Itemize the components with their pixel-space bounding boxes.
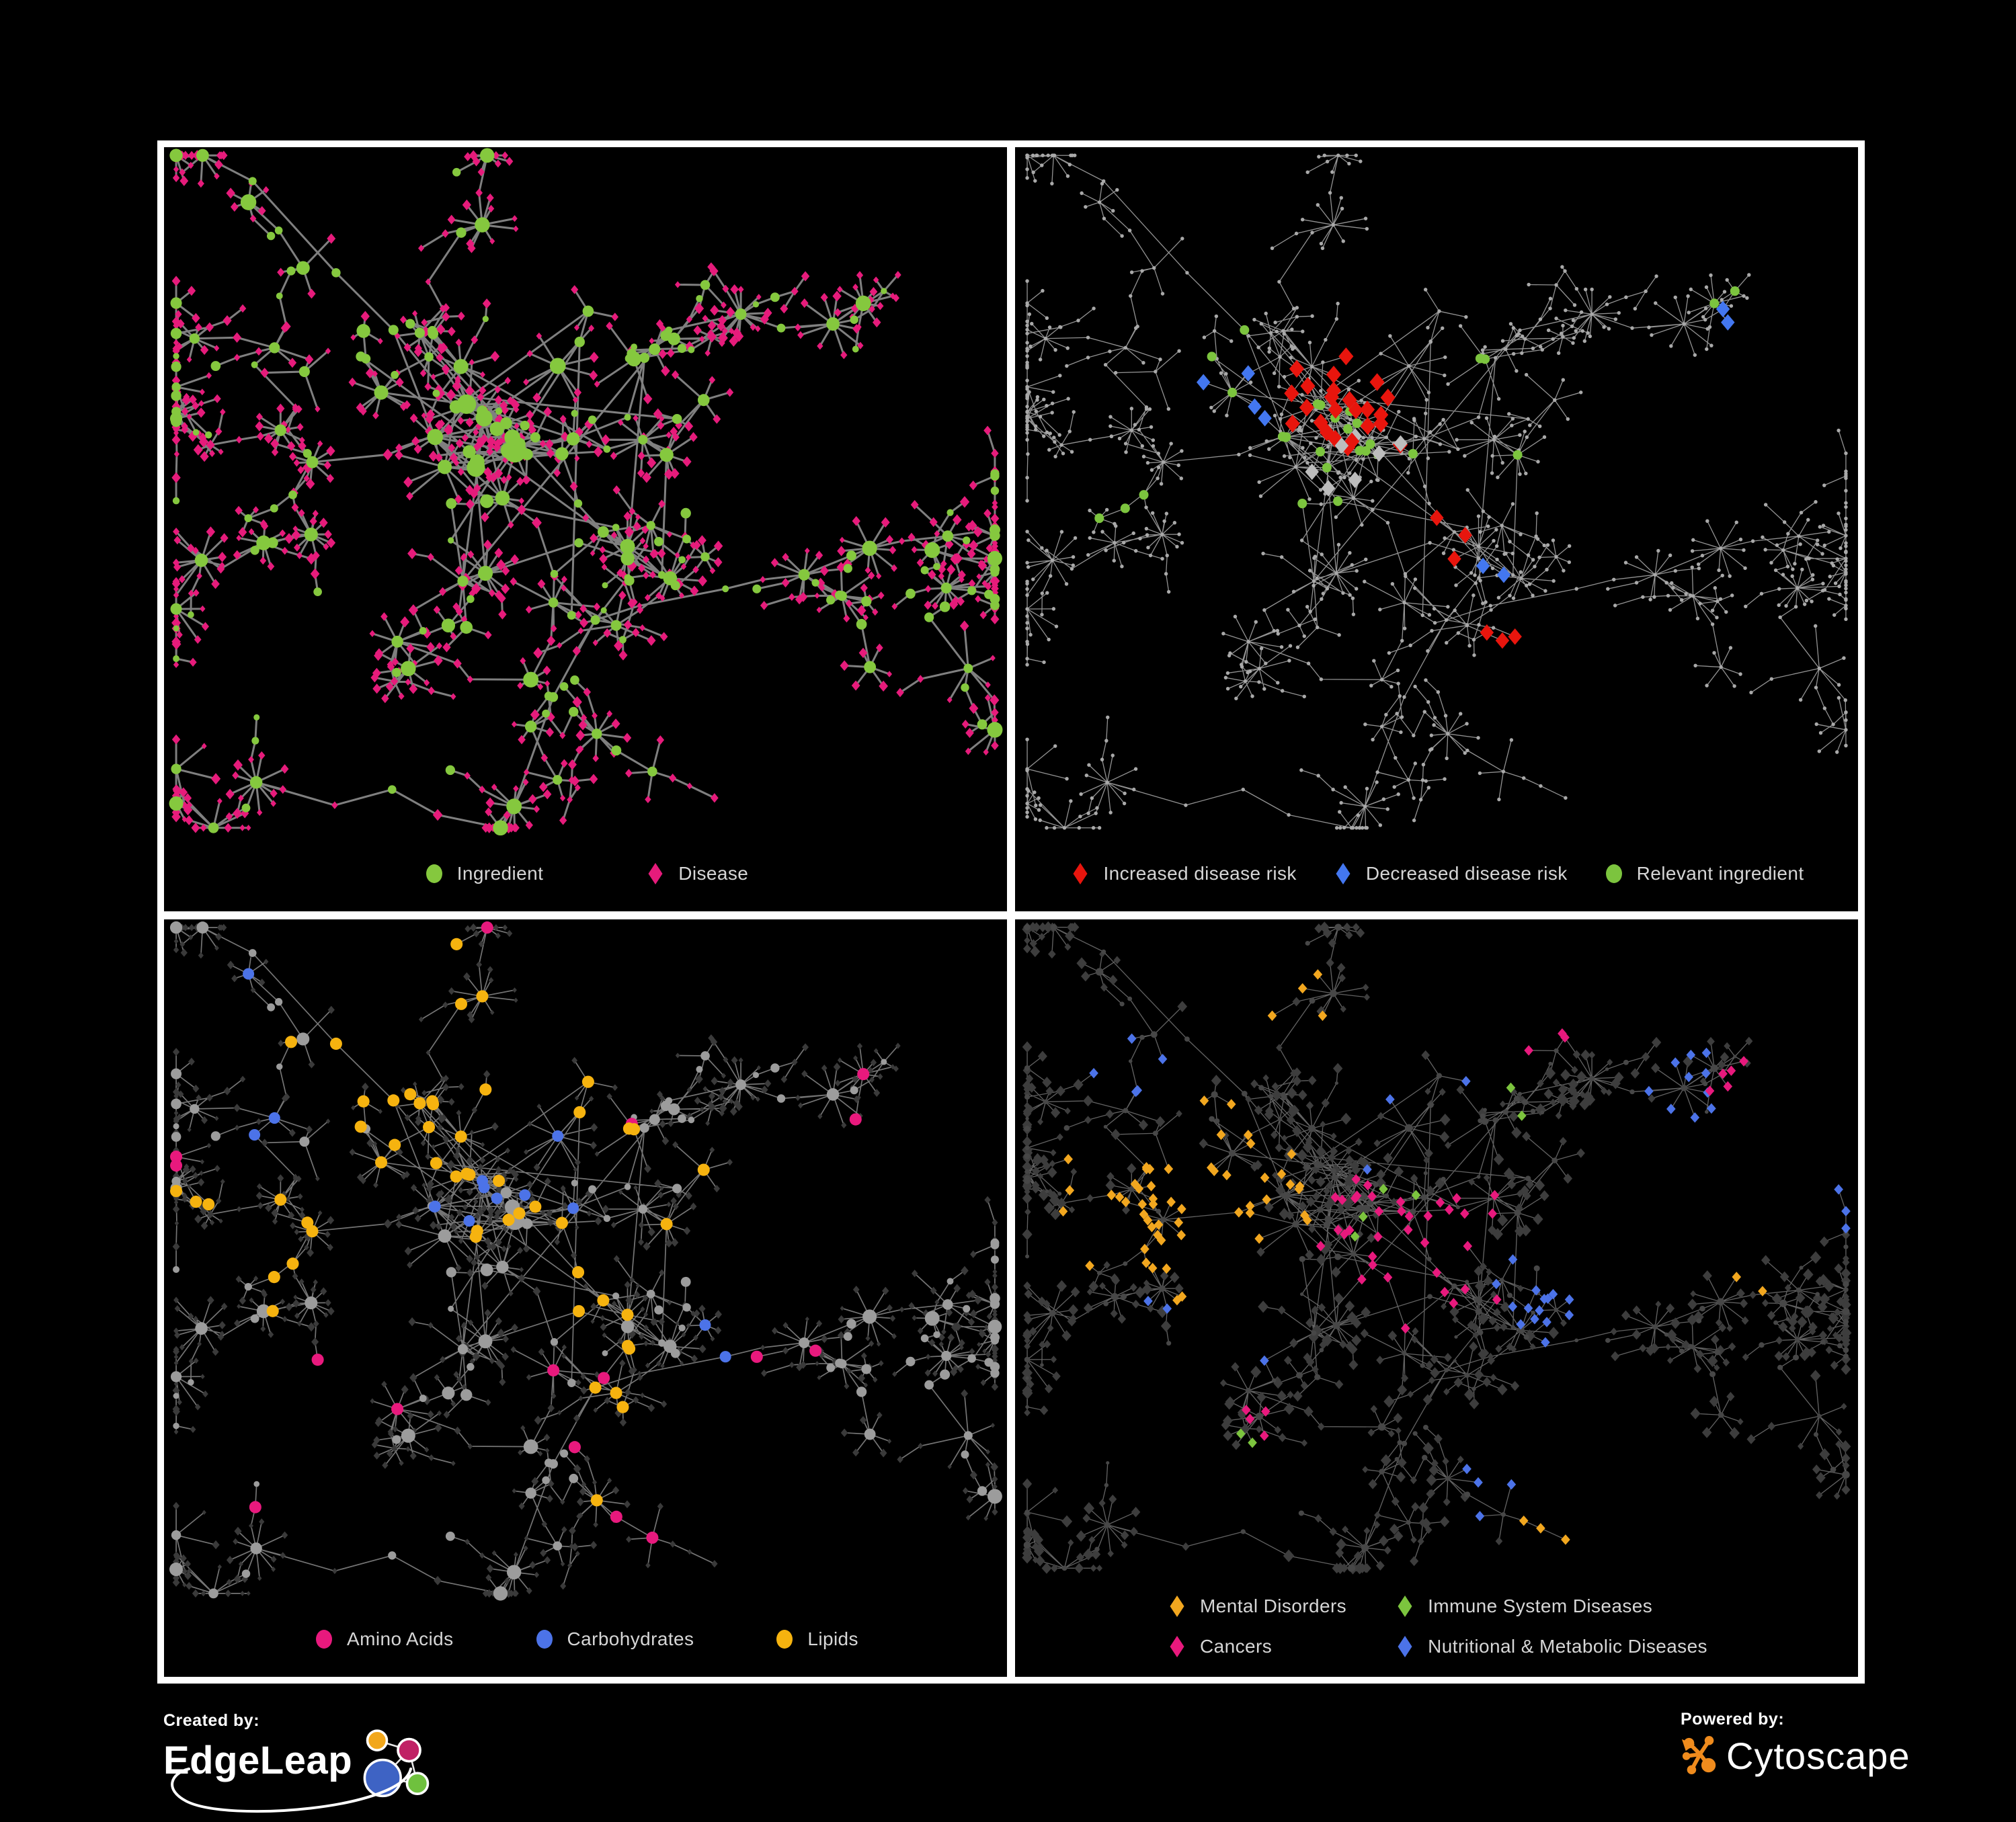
powered-by-label: Powered by:: [1681, 1710, 1785, 1729]
legend-label: Immune System Diseases: [1428, 1596, 1653, 1616]
edgeleap-logo-icon: [363, 1729, 430, 1798]
network-graph-ingredient-disease: [169, 148, 1003, 836]
legend-ingredient-disease: Ingredient Disease: [164, 836, 1007, 911]
lipids-circle-icon: [776, 1630, 793, 1649]
legend-label: Disease: [678, 863, 749, 884]
legend-label: Carbohydrates: [567, 1628, 694, 1649]
legend-label: Nutritional & Metabolic Diseases: [1428, 1636, 1707, 1657]
legend-item-amino-acids: Amino Acids: [313, 1628, 453, 1651]
decreased-risk-diamond-icon: [1336, 863, 1350, 884]
amino-acids-circle-icon: [316, 1630, 333, 1649]
edgeleap-wordmark: EdgeLeap: [163, 1739, 353, 1782]
edgeleap-credit: Created by: EdgeLeap: [163, 1711, 499, 1822]
mental-disorders-diamond-icon: [1170, 1596, 1184, 1617]
legend-item-disease: Disease: [644, 862, 748, 885]
legend-disease-risk: Increased disease risk Decreased disease…: [1015, 836, 1858, 911]
network-graph-disease-risk: [1025, 153, 1848, 830]
legend-item-nutritional-metabolic: Nutritional & Metabolic Diseases: [1394, 1635, 1707, 1658]
legend-nutrient-classes: Amino Acids Carbohydrates Lipids: [164, 1602, 1007, 1677]
legend-label: Ingredient: [456, 863, 544, 884]
legend-label: Lipids: [807, 1628, 858, 1649]
legend-item-relevant-ingredient: Relevant ingredient: [1603, 862, 1804, 885]
legend-label: Amino Acids: [347, 1628, 454, 1649]
legend-item-cancers: Cancers: [1166, 1635, 1346, 1658]
legend-item-decreased-risk: Decreased disease risk: [1332, 862, 1568, 885]
legend-item-mental-disorders: Mental Disorders: [1166, 1595, 1346, 1618]
panel-ingredient-disease: Ingredient Disease: [160, 143, 1011, 915]
legend-item-increased-risk: Increased disease risk: [1069, 862, 1296, 885]
legend-label: Increased disease risk: [1103, 863, 1297, 884]
cancers-diamond-icon: [1170, 1636, 1184, 1657]
increased-risk-diamond-icon: [1073, 863, 1088, 884]
legend-label: Mental Disorders: [1200, 1596, 1347, 1616]
legend-label: Cancers: [1200, 1636, 1273, 1657]
nutritional-metabolic-diamond-icon: [1398, 1636, 1412, 1657]
carbohydrates-circle-icon: [536, 1630, 553, 1649]
immune-diseases-diamond-icon: [1398, 1596, 1412, 1617]
network-graph-nutrient-classes: [169, 921, 1002, 1601]
ingredient-circle-icon: [426, 864, 442, 883]
panel-nutrient-classes: Amino Acids Carbohydrates Lipids: [160, 915, 1011, 1681]
cytoscape-credit: Powered by: Cytosc: [1681, 1710, 1910, 1779]
panel-grid: Ingredient Disease Increased disease ris…: [157, 140, 1865, 1684]
network-graph-disease-classes: [1022, 921, 1852, 1575]
created-by-label: Created by:: [163, 1711, 260, 1730]
panel-disease-classes: Mental Disorders Immune System Diseases …: [1011, 915, 1862, 1681]
legend-item-ingredient: Ingredient: [423, 862, 544, 885]
legend-label: Relevant ingredient: [1636, 863, 1804, 884]
legend-disease-classes: Mental Disorders Immune System Diseases …: [1015, 1576, 1858, 1677]
cytoscape-logo-icon: [1681, 1736, 1716, 1775]
legend-item-carbohydrates: Carbohydrates: [533, 1628, 694, 1651]
legend-label: Decreased disease risk: [1365, 863, 1568, 884]
legend-item-immune-diseases: Immune System Diseases: [1394, 1595, 1707, 1618]
relevant-ingredient-circle-icon: [1605, 864, 1622, 883]
disease-diamond-icon: [648, 863, 663, 884]
cytoscape-wordmark: Cytoscape: [1726, 1734, 1910, 1777]
legend-item-lipids: Lipids: [773, 1628, 858, 1651]
panel-disease-risk: Increased disease risk Decreased disease…: [1011, 143, 1862, 915]
